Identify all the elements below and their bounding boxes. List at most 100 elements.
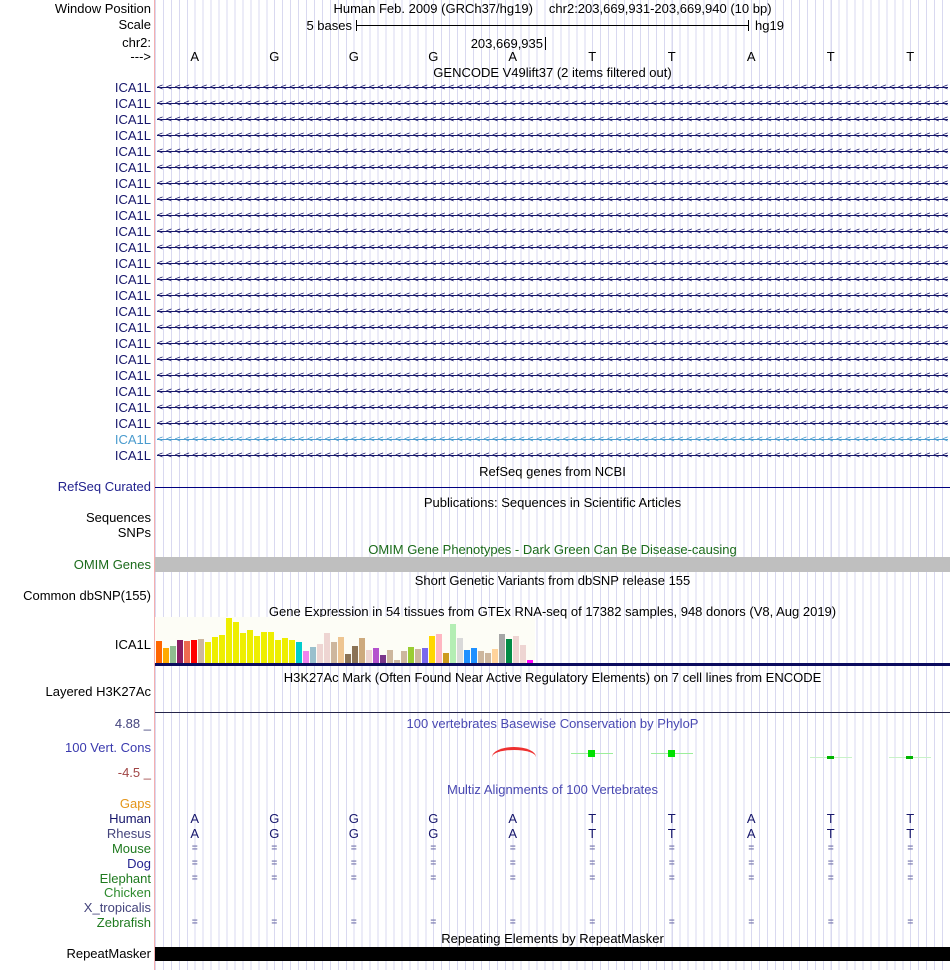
multiz-species-row[interactable]: X_tropicalis bbox=[0, 901, 950, 915]
gtex-tissue-bar[interactable] bbox=[212, 637, 218, 663]
gene-label[interactable]: ICA1L bbox=[114, 112, 151, 127]
multiz-species-row[interactable]: Dog = = = = = = = = = = bbox=[0, 857, 950, 871]
gencode-transcript-row[interactable]: ICA1L <<<<<<<<<<<<<<<<<<<<<<<<<<<<<<<<<<<… bbox=[0, 320, 950, 336]
gtex-tissue-bar[interactable] bbox=[366, 650, 372, 663]
transcript-arrows[interactable]: <<<<<<<<<<<<<<<<<<<<<<<<<<<<<<<<<<<<<<<<… bbox=[157, 144, 948, 160]
gencode-transcript-row[interactable]: ICA1L <<<<<<<<<<<<<<<<<<<<<<<<<<<<<<<<<<<… bbox=[0, 272, 950, 288]
transcript-arrows[interactable]: <<<<<<<<<<<<<<<<<<<<<<<<<<<<<<<<<<<<<<<<… bbox=[157, 400, 948, 416]
gtex-tissue-bar[interactable] bbox=[289, 640, 295, 663]
transcript-arrows[interactable]: <<<<<<<<<<<<<<<<<<<<<<<<<<<<<<<<<<<<<<<<… bbox=[157, 352, 948, 368]
gencode-transcript-row[interactable]: ICA1L <<<<<<<<<<<<<<<<<<<<<<<<<<<<<<<<<<<… bbox=[0, 336, 950, 352]
species-label[interactable]: Elephant bbox=[99, 871, 151, 886]
transcript-arrows[interactable]: <<<<<<<<<<<<<<<<<<<<<<<<<<<<<<<<<<<<<<<<… bbox=[157, 304, 948, 320]
transcript-arrows[interactable]: <<<<<<<<<<<<<<<<<<<<<<<<<<<<<<<<<<<<<<<<… bbox=[157, 416, 948, 432]
gtex-tissue-bar[interactable] bbox=[226, 618, 232, 663]
gtex-tissue-bar[interactable] bbox=[198, 639, 204, 663]
gtex-tissue-bar[interactable] bbox=[520, 645, 526, 663]
gtex-tissue-bar[interactable] bbox=[296, 642, 302, 663]
gtex-tissue-bar[interactable] bbox=[170, 646, 176, 663]
transcript-arrows[interactable]: <<<<<<<<<<<<<<<<<<<<<<<<<<<<<<<<<<<<<<<<… bbox=[157, 160, 948, 176]
gtex-tissue-bar[interactable] bbox=[513, 636, 519, 663]
gencode-transcript-row[interactable]: ICA1L <<<<<<<<<<<<<<<<<<<<<<<<<<<<<<<<<<<… bbox=[0, 208, 950, 224]
species-label[interactable]: Rhesus bbox=[106, 826, 151, 841]
transcript-arrows[interactable]: <<<<<<<<<<<<<<<<<<<<<<<<<<<<<<<<<<<<<<<<… bbox=[157, 208, 948, 224]
species-label[interactable]: Mouse bbox=[111, 841, 151, 856]
gtex-tissue-bar[interactable] bbox=[324, 633, 330, 663]
gene-label[interactable]: ICA1L bbox=[114, 320, 151, 335]
gtex-tissue-bar[interactable] bbox=[492, 649, 498, 663]
gencode-transcript-row[interactable]: ICA1L <<<<<<<<<<<<<<<<<<<<<<<<<<<<<<<<<<<… bbox=[0, 224, 950, 240]
gene-label[interactable]: ICA1L bbox=[114, 352, 151, 367]
repeatmasker-feature-bar[interactable] bbox=[155, 947, 950, 961]
gencode-transcript-row[interactable]: ICA1L <<<<<<<<<<<<<<<<<<<<<<<<<<<<<<<<<<<… bbox=[0, 384, 950, 400]
gtex-tissue-bar[interactable] bbox=[443, 653, 449, 663]
gtex-tissue-bar[interactable] bbox=[254, 636, 260, 663]
gtex-tissue-bar[interactable] bbox=[408, 647, 414, 663]
multiz-species-row[interactable]: Zebrafish = = = = = = = = = = bbox=[0, 916, 950, 930]
gtex-tissue-bar[interactable] bbox=[282, 638, 288, 663]
gene-label[interactable]: ICA1L bbox=[114, 96, 151, 111]
track-label-100-vert-cons[interactable]: 100 Vert. Cons bbox=[65, 740, 151, 755]
gene-label[interactable]: ICA1L bbox=[114, 128, 151, 143]
gencode-transcript-row[interactable]: ICA1L <<<<<<<<<<<<<<<<<<<<<<<<<<<<<<<<<<<… bbox=[0, 128, 950, 144]
gtex-tissue-bar[interactable] bbox=[156, 641, 162, 663]
gene-label[interactable]: ICA1L bbox=[114, 80, 151, 95]
gtex-tissue-bar[interactable] bbox=[317, 644, 323, 663]
gencode-transcript-row[interactable]: ICA1L <<<<<<<<<<<<<<<<<<<<<<<<<<<<<<<<<<<… bbox=[0, 160, 950, 176]
gtex-tissue-bar[interactable] bbox=[247, 630, 253, 663]
gtex-tissue-bar[interactable] bbox=[394, 660, 400, 663]
transcript-arrows[interactable]: <<<<<<<<<<<<<<<<<<<<<<<<<<<<<<<<<<<<<<<<… bbox=[157, 256, 948, 272]
gene-label[interactable]: ICA1L bbox=[114, 160, 151, 175]
gene-label[interactable]: ICA1L bbox=[114, 448, 151, 463]
gtex-tissue-bar[interactable] bbox=[436, 634, 442, 663]
gencode-transcript-row[interactable]: ICA1L <<<<<<<<<<<<<<<<<<<<<<<<<<<<<<<<<<<… bbox=[0, 448, 950, 464]
species-label[interactable]: Chicken bbox=[104, 885, 151, 900]
gene-label[interactable]: ICA1L bbox=[114, 240, 151, 255]
gene-label[interactable]: ICA1L bbox=[114, 192, 151, 207]
track-label-repeatmasker[interactable]: RepeatMasker bbox=[66, 946, 151, 961]
gtex-tissue-bar[interactable] bbox=[450, 624, 456, 663]
gencode-transcript-row[interactable]: ICA1L <<<<<<<<<<<<<<<<<<<<<<<<<<<<<<<<<<<… bbox=[0, 352, 950, 368]
gene-label[interactable]: ICA1L bbox=[114, 304, 151, 319]
gene-label[interactable]: ICA1L bbox=[114, 224, 151, 239]
gene-label[interactable]: ICA1L bbox=[114, 208, 151, 223]
multiz-species-row[interactable]: Gaps bbox=[0, 797, 950, 811]
gencode-transcript-row[interactable]: ICA1L <<<<<<<<<<<<<<<<<<<<<<<<<<<<<<<<<<<… bbox=[0, 80, 950, 96]
multiz-species-row[interactable]: Human A G G G A T T A T T bbox=[0, 812, 950, 826]
gene-label[interactable]: ICA1L bbox=[114, 256, 151, 271]
gtex-tissue-bar[interactable] bbox=[303, 651, 309, 663]
gtex-tissue-bar[interactable] bbox=[478, 651, 484, 663]
transcript-arrows[interactable]: <<<<<<<<<<<<<<<<<<<<<<<<<<<<<<<<<<<<<<<<… bbox=[157, 336, 948, 352]
gtex-tissue-bar[interactable] bbox=[464, 650, 470, 663]
track-label-gtex-gene[interactable]: ICA1L bbox=[114, 637, 151, 652]
gene-label[interactable]: ICA1L bbox=[114, 336, 151, 351]
gencode-transcript-row[interactable]: ICA1L <<<<<<<<<<<<<<<<<<<<<<<<<<<<<<<<<<<… bbox=[0, 192, 950, 208]
gtex-tissue-bar[interactable] bbox=[373, 648, 379, 663]
transcript-arrows[interactable]: <<<<<<<<<<<<<<<<<<<<<<<<<<<<<<<<<<<<<<<<… bbox=[157, 240, 948, 256]
transcript-arrows[interactable]: <<<<<<<<<<<<<<<<<<<<<<<<<<<<<<<<<<<<<<<<… bbox=[157, 368, 948, 384]
gencode-transcript-row[interactable]: ICA1L <<<<<<<<<<<<<<<<<<<<<<<<<<<<<<<<<<<… bbox=[0, 112, 950, 128]
track-label-snps[interactable]: SNPs bbox=[117, 525, 151, 540]
gene-label[interactable]: ICA1L bbox=[114, 400, 151, 415]
species-label[interactable]: Dog bbox=[127, 856, 151, 871]
gencode-transcript-row[interactable]: ICA1L <<<<<<<<<<<<<<<<<<<<<<<<<<<<<<<<<<<… bbox=[0, 400, 950, 416]
multiz-species-row[interactable]: Mouse = = = = = = = = = = bbox=[0, 842, 950, 856]
gencode-transcript-row[interactable]: ICA1L <<<<<<<<<<<<<<<<<<<<<<<<<<<<<<<<<<<… bbox=[0, 368, 950, 384]
gtex-tissue-bar[interactable] bbox=[268, 632, 274, 663]
gencode-transcript-row[interactable]: ICA1L <<<<<<<<<<<<<<<<<<<<<<<<<<<<<<<<<<<… bbox=[0, 432, 950, 448]
gtex-tissue-bar[interactable] bbox=[471, 648, 477, 663]
gencode-transcript-row[interactable]: ICA1L <<<<<<<<<<<<<<<<<<<<<<<<<<<<<<<<<<<… bbox=[0, 256, 950, 272]
refseq-curated-feature-line[interactable] bbox=[155, 487, 950, 488]
gtex-tissue-bar[interactable] bbox=[219, 635, 225, 663]
transcript-arrows[interactable]: <<<<<<<<<<<<<<<<<<<<<<<<<<<<<<<<<<<<<<<<… bbox=[157, 192, 948, 208]
gene-label[interactable]: ICA1L bbox=[114, 272, 151, 287]
gene-label[interactable]: ICA1L bbox=[114, 416, 151, 431]
multiz-species-row[interactable]: Chicken bbox=[0, 886, 950, 900]
transcript-arrows[interactable]: <<<<<<<<<<<<<<<<<<<<<<<<<<<<<<<<<<<<<<<<… bbox=[157, 96, 948, 112]
gtex-tissue-bar[interactable] bbox=[261, 632, 267, 663]
gtex-tissue-bar[interactable] bbox=[184, 641, 190, 663]
gtex-tissue-bar[interactable] bbox=[275, 640, 281, 663]
gtex-tissue-bar[interactable] bbox=[191, 640, 197, 663]
gencode-transcript-row[interactable]: ICA1L <<<<<<<<<<<<<<<<<<<<<<<<<<<<<<<<<<<… bbox=[0, 240, 950, 256]
gtex-tissue-bar[interactable] bbox=[205, 642, 211, 663]
